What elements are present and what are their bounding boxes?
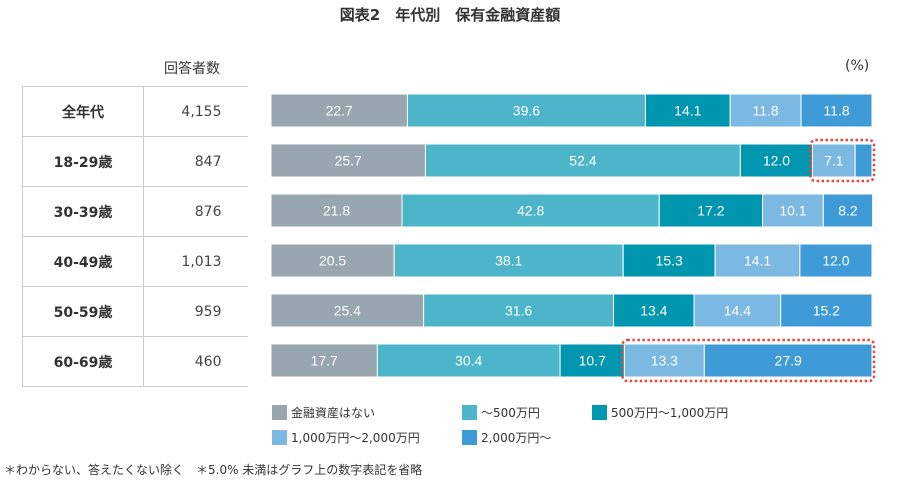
legend-swatch — [592, 405, 607, 420]
data-label: 42.8 — [517, 203, 544, 219]
bar-segment — [270, 143, 426, 178]
legend-item: 1,000万円～2,000万円 — [272, 429, 420, 446]
respondent-count: 876 — [143, 186, 248, 237]
data-label: 30.4 — [455, 353, 482, 369]
bar-segment — [812, 143, 856, 178]
bar-segment — [799, 243, 873, 278]
table-row: 60-69歳 460 — [22, 336, 248, 387]
bar-segment — [644, 93, 731, 128]
bar-segment — [703, 343, 873, 378]
bar-segment — [393, 243, 624, 278]
unit-label: (%) — [845, 58, 870, 74]
data-label: 17.2 — [697, 203, 724, 219]
data-label: 38.1 — [495, 253, 522, 269]
chart-title: 図表2 年代別 保有金融資産額 — [339, 6, 561, 24]
data-label: 25.7 — [335, 153, 362, 169]
age-group: 全年代 — [22, 86, 144, 137]
legend-item: ～500万円 — [462, 404, 540, 421]
bar-segment — [270, 343, 378, 378]
legend-label: 500万円～1,000万円 — [611, 406, 729, 420]
legend-item: 2,000万円～ — [462, 429, 551, 446]
legend-item: 金融資産はない — [272, 404, 375, 421]
data-label: 11.8 — [823, 103, 849, 119]
footnote: ＊わからない、答えたくない除く ＊5.0% 未満はグラフ上の数字表記を省略 — [4, 463, 423, 477]
legend-label: 2,000万円～ — [481, 431, 552, 445]
bar-segment — [693, 293, 782, 328]
legend-swatch — [462, 430, 477, 445]
legend-swatch — [462, 405, 477, 420]
table-row: 50-59歳 959 — [22, 286, 248, 337]
data-label: 7.1 — [824, 153, 844, 169]
data-label: 8.2 — [838, 203, 858, 219]
bar-segment — [406, 93, 646, 128]
bar-segment — [622, 243, 716, 278]
legend-item: 500万円～1,000万円 — [592, 404, 728, 421]
table-row: 30-39歳 876 — [22, 186, 248, 237]
bar-segment — [658, 193, 764, 228]
bar-segment — [376, 343, 561, 378]
data-label: 17.7 — [311, 353, 338, 369]
bar-segment — [854, 143, 873, 178]
legend-label: 金融資産はない — [291, 406, 376, 420]
bar-segment — [714, 243, 801, 278]
data-label: 14.1 — [674, 103, 701, 119]
data-label: 15.3 — [656, 253, 683, 269]
data-label: 39.6 — [513, 103, 540, 119]
data-label: 12.0 — [822, 253, 849, 269]
bar-segment — [762, 193, 824, 228]
highlight-box — [621, 338, 876, 383]
bar-segment — [270, 293, 425, 328]
respondent-count: 4,155 — [143, 86, 248, 137]
data-label: 52.4 — [569, 153, 596, 169]
data-label: 11.8 — [753, 103, 779, 119]
bar-segment — [800, 93, 873, 128]
respondents-header: 回答者数 — [164, 61, 220, 77]
data-label: 14.1 — [744, 253, 771, 269]
data-label: 10.7 — [579, 353, 606, 369]
legend-label: ～500万円 — [481, 406, 540, 420]
data-label: 13.4 — [640, 303, 667, 319]
respondents-table: 全年代 4,155 18-29歳 847 30-39歳 876 40-49歳 1,013 50-… — [22, 86, 248, 387]
bar-segment — [270, 193, 403, 228]
legend-label: 1,000万円～2,000万円 — [291, 431, 420, 445]
bar-segment — [559, 343, 625, 378]
data-label: 20.5 — [319, 253, 346, 269]
bar-segment — [270, 93, 408, 128]
age-group: 50-59歳 — [22, 286, 144, 337]
data-label: 14.4 — [724, 303, 751, 319]
data-label: 12.0 — [763, 153, 790, 169]
table-row: 全年代 4,155 — [22, 86, 248, 137]
data-label: 25.4 — [334, 303, 361, 319]
data-label: 31.6 — [505, 303, 532, 319]
bar-segment — [423, 293, 615, 328]
respondent-count: 1,013 — [143, 236, 248, 287]
respondent-count: 460 — [143, 336, 248, 387]
data-label: 27.9 — [775, 353, 802, 369]
respondent-count: 959 — [143, 286, 248, 337]
bar-segment — [729, 93, 802, 128]
respondent-count: 847 — [143, 136, 248, 187]
bar-segment — [780, 293, 873, 328]
bar-segment — [822, 193, 874, 228]
legend-swatch — [272, 430, 287, 445]
data-label: 21.8 — [323, 203, 350, 219]
legend-swatch — [272, 405, 287, 420]
data-label: 13.3 — [651, 353, 678, 369]
highlight-box — [809, 138, 876, 183]
data-label: 10.1 — [779, 203, 806, 219]
data-label: 22.7 — [326, 103, 353, 119]
age-group: 60-69歳 — [22, 336, 144, 387]
data-label: 15.2 — [813, 303, 840, 319]
